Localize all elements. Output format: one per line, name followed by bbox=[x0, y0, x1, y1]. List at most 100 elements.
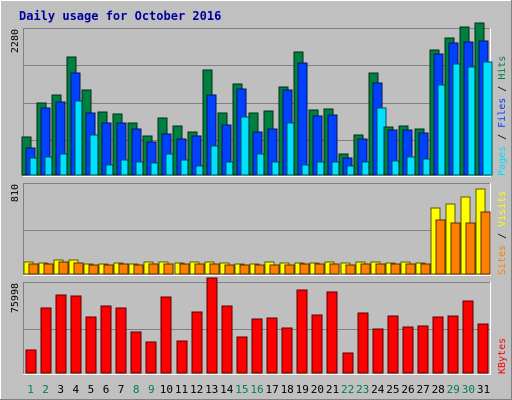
bar-kbytes-day-22 bbox=[342, 352, 354, 374]
bar-sites-day-6 bbox=[103, 264, 114, 275]
bar-kbytes-day-27 bbox=[417, 325, 429, 374]
x-tick-label: 12 bbox=[190, 383, 203, 396]
bar-kbytes-day-31 bbox=[477, 323, 489, 374]
x-tick-label: 26 bbox=[401, 383, 414, 396]
x-tick-label: 3 bbox=[57, 383, 64, 396]
bar-sites-day-4 bbox=[73, 262, 84, 275]
chart-title: Daily usage for October 2016 bbox=[19, 9, 221, 23]
bar-kbytes-day-11 bbox=[176, 340, 188, 374]
bar-sites-day-18 bbox=[284, 264, 295, 275]
legend-kbytes: KBytes bbox=[497, 338, 508, 374]
bar-kbytes-day-18 bbox=[281, 327, 293, 374]
x-tick-label: 21 bbox=[326, 383, 339, 396]
bar-kbytes-day-4 bbox=[70, 295, 82, 374]
bar-kbytes-day-1 bbox=[25, 349, 37, 374]
bar-kbytes-day-26 bbox=[402, 326, 414, 374]
x-tick-label: 19 bbox=[296, 383, 309, 396]
bar-sites-day-16 bbox=[254, 264, 265, 275]
bar-sites-day-25 bbox=[390, 263, 401, 275]
x-tick-label: 6 bbox=[103, 383, 110, 396]
legend-separator: / bbox=[497, 227, 508, 245]
x-tick-label: 22 bbox=[341, 383, 354, 396]
bar-sites-day-21 bbox=[329, 263, 340, 275]
bar-kbytes-day-29 bbox=[447, 315, 459, 374]
panel-legend: Sites / Visits bbox=[497, 191, 508, 275]
bar-sites-day-17 bbox=[269, 264, 280, 275]
bar-sites-day-28 bbox=[435, 219, 446, 275]
legend-pages: Pages bbox=[497, 146, 508, 176]
bar-sites-day-8 bbox=[133, 264, 144, 275]
panel-legend: Pages / Files / Hits bbox=[497, 56, 508, 176]
bar-sites-day-23 bbox=[360, 263, 371, 275]
x-tick-label: 15 bbox=[235, 383, 248, 396]
bar-kbytes-day-5 bbox=[85, 316, 97, 374]
x-tick-label: 28 bbox=[432, 383, 445, 396]
panel-bars bbox=[23, 188, 491, 275]
bar-sites-day-2 bbox=[43, 263, 54, 275]
x-tick-label: 1 bbox=[27, 383, 34, 396]
legend-visits: Visits bbox=[497, 191, 508, 227]
bar-kbytes-day-13 bbox=[206, 277, 218, 374]
x-tick-label: 14 bbox=[220, 383, 234, 396]
panel-max-label: 2280 bbox=[10, 29, 21, 53]
panel-max-label: 75998 bbox=[10, 283, 21, 313]
panel-2: 75998 KBytes bbox=[10, 277, 508, 375]
bar-sites-day-15 bbox=[239, 264, 250, 275]
bar-kbytes-day-17 bbox=[266, 317, 278, 374]
panel-bars bbox=[25, 277, 489, 374]
bar-sites-day-31 bbox=[480, 211, 491, 275]
bar-kbytes-day-20 bbox=[311, 314, 323, 374]
x-tick-label: 10 bbox=[160, 383, 173, 396]
bar-sites-day-22 bbox=[345, 264, 356, 275]
bar-kbytes-day-6 bbox=[100, 305, 112, 374]
legend-sites: Sites bbox=[497, 245, 508, 275]
x-tick-label: 9 bbox=[148, 383, 155, 396]
x-tick-label: 31 bbox=[477, 383, 490, 396]
bar-sites-day-3 bbox=[58, 261, 69, 275]
bar-sites-day-1 bbox=[28, 263, 39, 275]
bar-sites-day-7 bbox=[118, 263, 129, 275]
bar-sites-day-26 bbox=[405, 263, 416, 275]
bar-sites-day-20 bbox=[314, 263, 325, 275]
bar-sites-day-29 bbox=[450, 222, 461, 275]
bar-sites-day-27 bbox=[420, 263, 431, 275]
x-tick-label: 11 bbox=[175, 383, 188, 396]
x-tick-label: 2 bbox=[42, 383, 49, 396]
bar-kbytes-day-8 bbox=[130, 331, 142, 374]
x-tick-label: 7 bbox=[118, 383, 125, 396]
bar-sites-day-13 bbox=[209, 263, 220, 275]
x-tick-label: 13 bbox=[205, 383, 218, 396]
bar-sites-day-24 bbox=[375, 263, 386, 275]
bar-kbytes-day-28 bbox=[432, 316, 444, 374]
bar-pages-day-31 bbox=[482, 61, 493, 176]
bar-kbytes-day-10 bbox=[160, 296, 172, 374]
chart-panels: 2280 Pages / Files / Hits 810 Sites / Visit… bbox=[10, 22, 508, 375]
bar-kbytes-day-15 bbox=[236, 336, 248, 374]
bar-sites-day-9 bbox=[148, 263, 159, 275]
bar-sites-day-14 bbox=[224, 264, 235, 275]
panel-frame bbox=[23, 183, 491, 276]
bar-kbytes-day-7 bbox=[115, 307, 127, 374]
bar-files-day-19 bbox=[297, 62, 308, 176]
x-tick-label: 17 bbox=[265, 383, 278, 396]
x-tick-label: 27 bbox=[416, 383, 429, 396]
legend-hits: Hits bbox=[497, 56, 508, 80]
bar-kbytes-day-23 bbox=[357, 312, 369, 374]
bar-kbytes-day-12 bbox=[191, 311, 203, 374]
x-tick-label: 5 bbox=[88, 383, 95, 396]
panel-max-label: 810 bbox=[10, 184, 21, 202]
bar-kbytes-day-16 bbox=[251, 318, 263, 374]
x-tick-label: 24 bbox=[371, 383, 385, 396]
bar-kbytes-day-3 bbox=[55, 294, 67, 374]
x-tick-label: 18 bbox=[281, 383, 294, 396]
bar-sites-day-5 bbox=[88, 264, 99, 275]
panel-1: 810 Sites / Visits bbox=[10, 183, 508, 276]
panel-legend: KBytes bbox=[497, 338, 508, 374]
bar-kbytes-day-21 bbox=[326, 291, 338, 374]
x-tick-label: 29 bbox=[447, 383, 460, 396]
x-tick-label: 4 bbox=[72, 383, 79, 396]
x-tick-label: 20 bbox=[311, 383, 324, 396]
bar-kbytes-day-14 bbox=[221, 305, 233, 374]
bar-kbytes-day-24 bbox=[372, 328, 384, 374]
